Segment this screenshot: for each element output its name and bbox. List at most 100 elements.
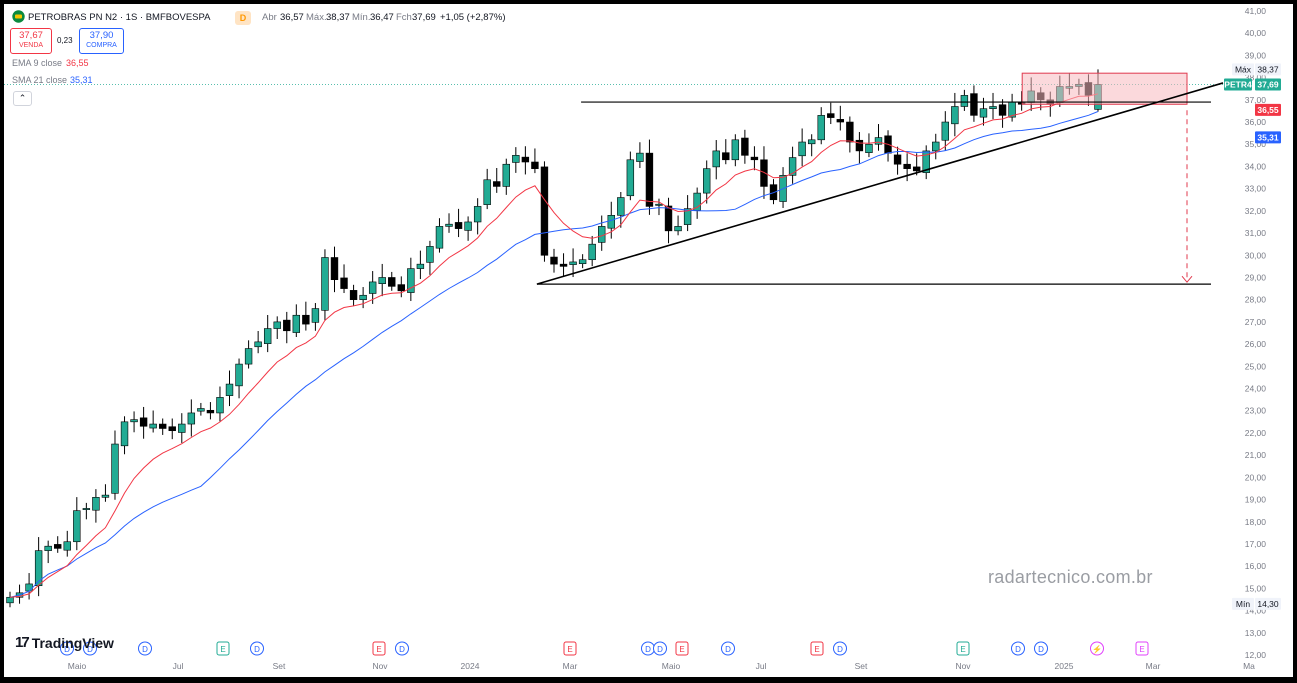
candle xyxy=(82,502,91,520)
ticker-tag-text: PETR4 xyxy=(1224,80,1252,90)
candle-body xyxy=(388,277,396,287)
time-tick-label: Jul xyxy=(173,661,184,671)
sma-price-tag: 35,31 xyxy=(1255,131,1281,144)
candle xyxy=(731,134,740,167)
collapse-legend-button[interactable]: ⌃ xyxy=(13,91,32,106)
ema-price-tag-text: 36,55 xyxy=(1257,105,1279,115)
price-tick-label: 34,00 xyxy=(1245,161,1267,171)
price-tick-label: 17,00 xyxy=(1245,539,1267,549)
candle xyxy=(187,399,196,437)
price-tick-label: 28,00 xyxy=(1245,295,1267,305)
buy-button[interactable]: 37,90 COMPRA xyxy=(79,28,124,54)
dividend-marker-icon[interactable]: D xyxy=(83,641,97,656)
earnings-marker-icon[interactable]: E xyxy=(675,641,689,656)
candle xyxy=(655,198,663,216)
price-tick-label: 26,00 xyxy=(1245,339,1267,349)
candle-body xyxy=(512,155,520,163)
sma-price-tag-bg xyxy=(1255,131,1281,144)
candle-body xyxy=(283,319,291,332)
candle xyxy=(321,249,329,321)
dividend-marker-icon[interactable]: D xyxy=(721,641,735,656)
ema-price-tag: 36,55 xyxy=(1255,103,1281,116)
earnings-marker-icon[interactable]: E xyxy=(956,641,970,656)
candle-body xyxy=(359,294,367,300)
candle xyxy=(1008,93,1016,122)
candle xyxy=(540,161,549,262)
min-value-tag-text: 14,30 xyxy=(1257,599,1279,609)
candle xyxy=(664,197,673,244)
candle xyxy=(827,102,835,125)
dividend-marker-icon[interactable]: D xyxy=(1034,641,1048,656)
candle-body xyxy=(722,152,730,161)
earnings-marker-icon[interactable]: E xyxy=(1135,641,1149,656)
sell-button[interactable]: 37,67 VENDA xyxy=(10,28,52,54)
candle xyxy=(378,263,386,297)
symbol-title[interactable]: PETROBRAS PN N2 · 1S · BMFBOVESPA xyxy=(28,12,211,23)
dividend-marker-icon[interactable]: D xyxy=(250,641,264,656)
candle-body xyxy=(263,328,272,344)
candle xyxy=(712,140,720,180)
candle xyxy=(283,311,291,344)
dividend-marker-icon[interactable]: D xyxy=(1011,641,1025,656)
earnings-marker-icon[interactable]: E xyxy=(810,641,824,656)
tradingview-logo[interactable]: 17 TradingView xyxy=(15,634,114,651)
candle xyxy=(674,215,682,236)
candle xyxy=(445,213,453,233)
price-chart[interactable]: 41,00 40,00 39,00 38,00 37,00 36,00 35,00 34,00… xyxy=(4,4,1293,677)
candle-body xyxy=(502,163,510,187)
candle-body xyxy=(893,154,902,165)
marker-letter: D xyxy=(725,645,731,654)
price-tick-label: 13,00 xyxy=(1245,628,1267,638)
low-value: 36,47 xyxy=(370,12,394,23)
sell-price: 37,67 xyxy=(19,30,43,41)
close-value: 37,69 xyxy=(412,12,436,23)
candle-body xyxy=(426,246,434,263)
candle xyxy=(44,540,52,564)
time-tick-label: Nov xyxy=(372,661,388,671)
candle xyxy=(149,410,157,433)
delayed-badge[interactable]: D xyxy=(235,11,251,25)
dividend-marker-icon[interactable]: D xyxy=(138,641,152,656)
max-label-tag-text: Máx xyxy=(1235,64,1252,74)
candle xyxy=(836,105,845,131)
candle xyxy=(521,146,530,175)
dividend-marker-icon[interactable]: D xyxy=(833,641,847,656)
candle xyxy=(932,133,940,160)
candle-body xyxy=(159,423,167,429)
candle-body xyxy=(130,419,138,423)
candle-body xyxy=(836,119,845,123)
split-marker-icon[interactable]: ⚡ xyxy=(1090,641,1104,656)
dividend-marker-icon[interactable]: D xyxy=(641,641,655,656)
marker-letter: D xyxy=(254,645,260,654)
candle xyxy=(893,146,902,175)
marker-shape xyxy=(675,641,689,656)
candle xyxy=(407,257,415,302)
candle-body xyxy=(559,263,568,267)
earnings-marker-icon[interactable]: E xyxy=(563,641,577,656)
candle xyxy=(912,153,921,176)
dividend-marker-icon[interactable]: D xyxy=(395,641,409,656)
candle xyxy=(159,418,167,435)
candle xyxy=(244,340,253,369)
candle-body xyxy=(521,156,530,163)
ema-legend-label[interactable]: EMA 9 close xyxy=(12,58,63,68)
sma-legend-label[interactable]: SMA 21 close xyxy=(12,75,68,85)
earnings-marker-icon[interactable]: E xyxy=(372,641,386,656)
price-tick-label: 27,00 xyxy=(1245,317,1267,327)
candle-body xyxy=(731,139,740,161)
candle-body xyxy=(178,423,186,433)
marker-shape xyxy=(1135,641,1149,656)
candle xyxy=(368,271,377,304)
candle-body xyxy=(550,256,558,265)
time-tick-label: Ma xyxy=(1243,661,1255,671)
candle-body xyxy=(922,150,930,173)
earnings-marker-icon[interactable]: E xyxy=(216,641,230,656)
dividend-marker-icon[interactable]: D xyxy=(653,641,667,656)
marker-letter: E xyxy=(220,645,225,654)
candle-body xyxy=(311,308,320,323)
chevron-up-icon: ⌃ xyxy=(18,93,27,103)
dividend-marker-icon[interactable]: D xyxy=(60,641,74,656)
candle-body xyxy=(25,583,33,592)
open-label: Abr xyxy=(262,12,277,23)
candle xyxy=(473,198,482,235)
